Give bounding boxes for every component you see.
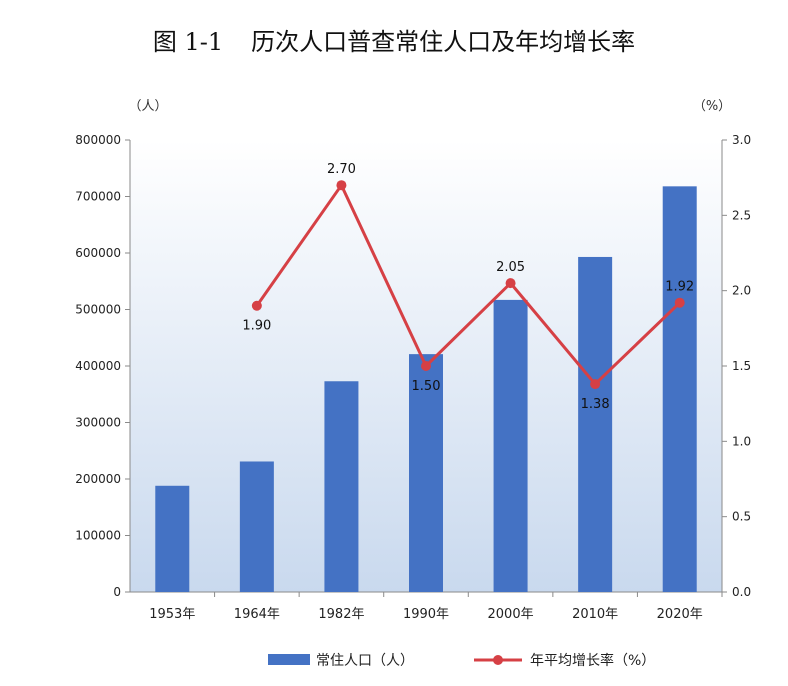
line-data-label: 2.05: [496, 260, 525, 275]
bar: [662, 186, 697, 592]
left-axis-unit: （人）: [128, 99, 167, 114]
legend-bar-swatch: [268, 654, 310, 665]
bar: [155, 485, 190, 592]
left-tick-label: 100000: [75, 529, 121, 543]
right-tick-label: 2.5: [732, 208, 751, 222]
left-tick-label: 400000: [75, 359, 121, 373]
line-point: [590, 379, 601, 390]
line-point: [251, 300, 262, 311]
left-tick-label: 800000: [75, 133, 121, 147]
left-tick-label: 0: [113, 585, 121, 599]
right-tick-label: 1.5: [732, 359, 751, 373]
left-tick-label: 200000: [75, 472, 121, 486]
x-tick-label: 2000年: [488, 607, 534, 622]
x-tick-label: 2020年: [657, 607, 703, 622]
figure-number: 图 1-1: [152, 28, 224, 56]
line-data-label: 1.50: [412, 379, 441, 394]
line-point: [336, 180, 347, 191]
right-axis-unit: （%）: [693, 99, 731, 114]
growth-rate-line: [255, 183, 681, 386]
right-tick-label: 3.0: [732, 133, 751, 147]
line-data-label: 2.70: [327, 162, 356, 177]
x-tick-label: 1953年: [149, 607, 195, 622]
right-tick-label: 1.0: [732, 434, 751, 448]
legend-bar-label: 常住人口（人）: [316, 653, 414, 669]
bar: [239, 461, 274, 592]
x-tick-label: 1982年: [318, 607, 364, 622]
x-tick-label: 1964年: [234, 607, 280, 622]
line-data-label: 1.90: [242, 319, 271, 334]
chart-title: 图 1-1 历次人口普查常住人口及年均增长率: [0, 22, 788, 57]
left-tick-label: 700000: [75, 190, 121, 204]
legend-line-label: 年平均增长率（%）: [530, 652, 655, 669]
right-tick-label: 0.0: [732, 585, 751, 599]
line-data-label: 1.92: [665, 280, 694, 295]
x-tick-label: 2010年: [572, 607, 618, 622]
bar: [324, 381, 359, 592]
line-point: [421, 361, 431, 371]
right-tick-label: 0.5: [732, 510, 751, 524]
legend-line-marker: [493, 655, 503, 665]
left-tick-label: 500000: [75, 303, 121, 317]
line-data-label: 1.38: [581, 397, 610, 412]
bar: [409, 354, 443, 592]
right-tick-label: 2.0: [732, 284, 751, 298]
left-tick-label: 300000: [75, 416, 121, 430]
bar: [578, 256, 613, 592]
figure-title: 历次人口普查常住人口及年均增长率: [251, 28, 636, 56]
line-point: [674, 297, 685, 308]
bar: [493, 299, 528, 592]
left-tick-label: 600000: [75, 246, 121, 260]
line-point: [505, 278, 516, 289]
x-tick-label: 1990年: [403, 607, 449, 622]
